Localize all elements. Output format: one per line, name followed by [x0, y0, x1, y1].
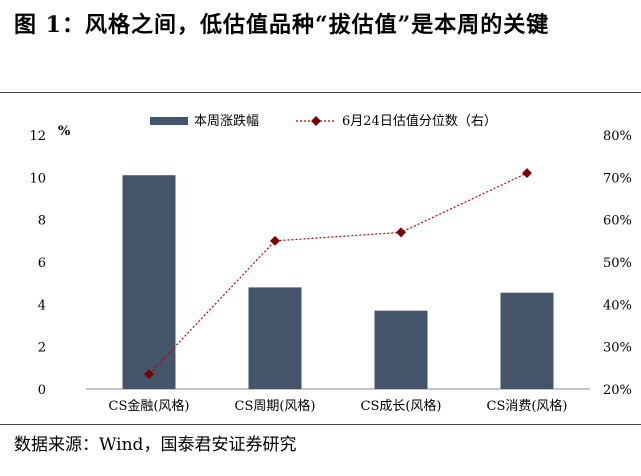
left-axis-unit: %: [58, 124, 71, 139]
valuation-point-4: [522, 168, 532, 179]
legend-bar-label: 本周涨跌幅: [194, 113, 259, 129]
valuation-point-2: [270, 235, 280, 246]
x-tick-label: CS消费(风格): [487, 398, 568, 414]
legend: 本周涨跌幅 6月24日估值分位数（右）: [150, 113, 497, 129]
bar-4: [500, 292, 554, 389]
x-tick-label: CS成长(风格): [361, 398, 442, 414]
right-tick-label: 50%: [603, 256, 632, 271]
bar-3: [374, 310, 428, 389]
bar-1: [122, 175, 176, 389]
bar-2: [248, 287, 302, 389]
legend-line-marker: [311, 116, 321, 126]
right-tick-label: 30%: [603, 341, 632, 356]
x-tick-label: CS周期(风格): [235, 398, 316, 414]
left-tick-label: 6: [38, 256, 46, 271]
title-divider: [0, 92, 641, 93]
right-tick-label: 80%: [603, 129, 632, 144]
left-tick-label: 0: [38, 383, 46, 398]
chart: 本周涨跌幅 6月24日估值分位数（右） % 0 2 4 6 8 10 12 20% 30% 40%…: [29, 113, 632, 414]
source-divider: [0, 424, 641, 425]
right-tick-label: 70%: [603, 171, 632, 186]
valuation-point-1: [144, 369, 154, 380]
right-tick-label: 20%: [603, 383, 632, 398]
right-tick-label: 60%: [603, 214, 632, 229]
x-tick-label: CS金融(风格): [109, 398, 190, 414]
left-tick-label: 8: [38, 214, 46, 229]
valuation-point-3: [396, 227, 406, 238]
right-tick-label: 40%: [603, 298, 632, 313]
left-tick-label: 2: [38, 341, 46, 356]
source-note: 数据来源：Wind，国泰君安证券研究: [14, 435, 297, 455]
left-tick-label: 12: [29, 129, 46, 144]
left-tick-label: 10: [29, 171, 46, 186]
legend-line-label: 6月24日估值分位数（右）: [342, 113, 497, 129]
figure-title: 图 1：风格之间，低估值品种“拔估值”是本周的关键: [14, 12, 550, 38]
legend-bar-swatch: [150, 117, 188, 125]
left-tick-label: 4: [38, 298, 46, 313]
valuation-line: [148, 172, 528, 375]
